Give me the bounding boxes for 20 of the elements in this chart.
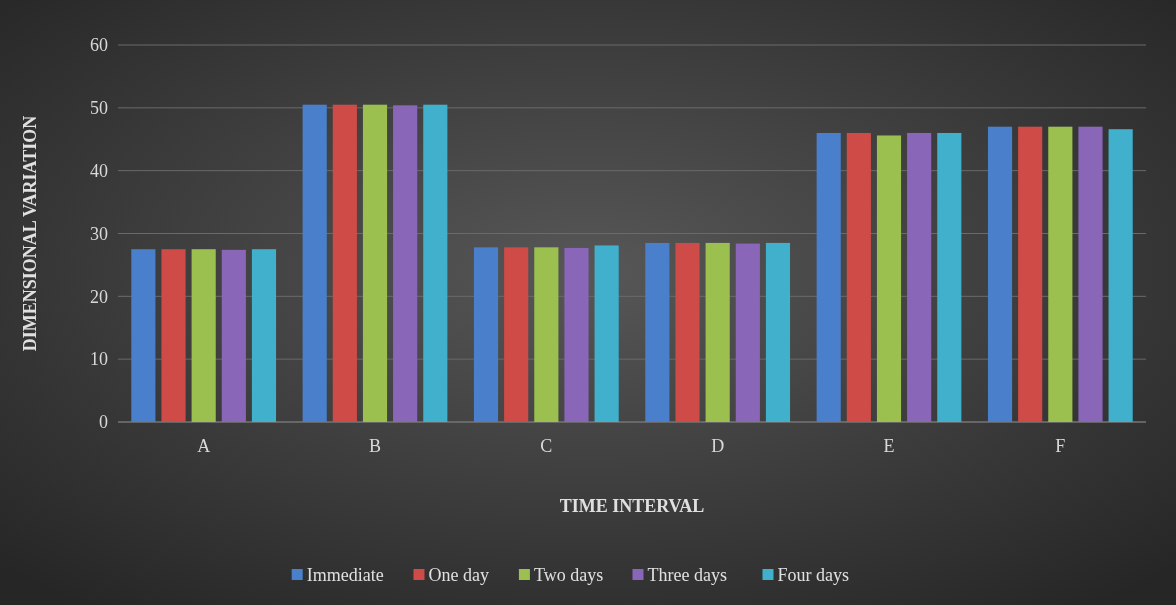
x-tick-label: E — [883, 436, 895, 456]
legend-label: Two days — [533, 565, 604, 586]
x-axis-title: TIME INTERVAL — [559, 496, 705, 516]
y-tick-label: 30 — [90, 223, 108, 244]
y-tick-label: 40 — [90, 160, 108, 181]
legend-label: One day — [428, 565, 489, 586]
x-tick-label: F — [1055, 436, 1066, 456]
legend-label: Immediate — [306, 565, 384, 586]
y-axis-title: DIMENSIONAL VARIATION — [20, 115, 40, 352]
y-tick-label: 20 — [90, 286, 108, 307]
x-tick-label: D — [711, 436, 725, 456]
x-tick-label: B — [368, 436, 382, 456]
x-tick-label: C — [540, 436, 553, 456]
y-tick-label: 0 — [99, 412, 108, 433]
y-tick-label: 50 — [90, 98, 108, 119]
y-tick-label: 60 — [90, 35, 108, 56]
legend-label: Four days — [777, 565, 849, 586]
y-tick-label: 10 — [90, 349, 108, 370]
legend-label: Three days — [647, 565, 727, 586]
x-tick-label: A — [197, 436, 211, 456]
